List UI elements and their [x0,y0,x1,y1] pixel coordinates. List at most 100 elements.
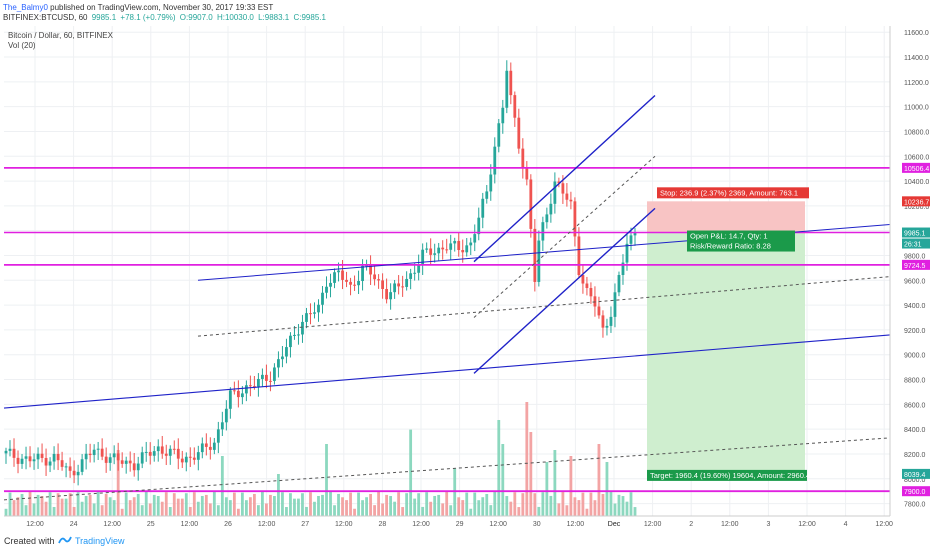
stop-label-bg [657,187,809,199]
brand-link[interactable]: TradingView [75,536,125,546]
volume-bar [20,493,24,516]
price-tick-label: 11400.0 [904,55,929,62]
volume-bar [493,492,497,516]
volume-bar [124,492,128,516]
candle-body [100,448,104,457]
time-tick-label: 3 [766,521,770,528]
volume-bar [565,505,569,516]
volume-bar [381,503,385,516]
author-link[interactable]: The_Balmy0 [3,3,48,12]
target-label-bg [647,469,807,481]
candle-body [4,450,8,454]
volume-bar [533,493,537,516]
volume-bar [589,492,593,516]
volume-bar [477,500,481,516]
volume-bar [301,493,304,516]
candle-body [337,270,340,273]
candle-body [88,453,92,456]
time-tick-label: 12:00 [26,521,44,528]
volume-bar [192,492,196,516]
candle-body [148,451,152,456]
candle-body [289,335,292,348]
candle-body [144,451,148,453]
risk-reward-label: Risk/Reward Ratio: 8.28 [690,242,771,251]
volume-bar [72,506,76,516]
candle-body [597,306,601,316]
volume-bar [269,494,272,516]
candle-body [208,446,212,450]
candle-body [329,282,332,287]
candle-body [361,265,364,282]
candle-body [28,456,32,462]
last-price-tag-bg [902,227,930,238]
price-chart[interactable]: 7800.0 8000.0 8200.0 8400.0 8600.0 8800.0 9000… [0,0,932,530]
volume-bar [397,492,401,516]
volume-bar [40,495,44,516]
bottom-price-tag: 7900.0 [904,489,926,496]
volume-bar [160,501,164,516]
candle-body [613,292,617,317]
volume-bar [176,498,180,516]
candle-body [369,265,372,275]
candle-body [461,250,465,253]
volume-bar [128,500,132,516]
candle-body [136,463,140,471]
long-support-trendline [3,334,891,409]
volume-bar [389,496,393,516]
dashed-midline [197,276,891,337]
volume-bar [445,492,449,516]
candle-body [457,240,461,251]
volume-bar [497,420,501,516]
symbol-label[interactable]: BITFINEX:BTCUSD, 60 [3,13,88,22]
candle-body [277,359,280,368]
volume-bar [232,492,236,516]
stop-zone [647,201,805,233]
candle-body [152,451,156,456]
volume-bar [248,497,252,516]
volume-bar [24,505,28,516]
volume-bar [361,500,364,516]
volume-bar [172,493,176,516]
candle-body [569,199,573,202]
target-price-tag-bg [902,468,930,479]
candle-body [593,296,597,307]
low-value: L:9883.1 [258,13,290,22]
volume-bar [116,450,120,516]
volume-bar [180,498,184,516]
volume-bar [377,492,380,516]
volume-bar [557,503,561,516]
volume-bar [541,492,545,516]
volume-bar [329,492,332,516]
candle-body [605,325,609,328]
volume-bar [621,496,625,516]
candle-body [297,334,300,336]
volume-bar [393,501,397,516]
last-price: 9985.1 [91,13,117,22]
volume-bar [196,501,200,516]
time-tick-label: Dec [608,521,621,528]
volume-bar [76,492,80,516]
volume-bar [573,497,577,516]
volume-bar [104,493,108,516]
high-value: H:10030.0 [216,13,254,22]
volume-bar [349,492,352,516]
volume-bar [321,494,324,516]
candle-body [377,279,380,281]
time-tick-label: 12:00 [412,521,430,528]
candle-body [116,453,120,461]
candle-body [160,446,164,454]
time-tick-label: 12:00 [181,521,199,528]
volume-bar [277,474,280,516]
candle-body [573,201,577,237]
volume-bar [240,492,244,516]
published-text: published on TradingView.com, November 3… [50,3,274,12]
trendlines[interactable] [3,94,891,501]
time-tick-label: 12:00 [258,521,276,528]
candle-body [617,274,621,293]
candle-body [128,460,132,464]
candle-body [204,443,208,447]
candle-body [60,460,64,467]
candle-body [529,179,533,229]
volume-bar [56,493,60,516]
candle-body [341,270,344,280]
